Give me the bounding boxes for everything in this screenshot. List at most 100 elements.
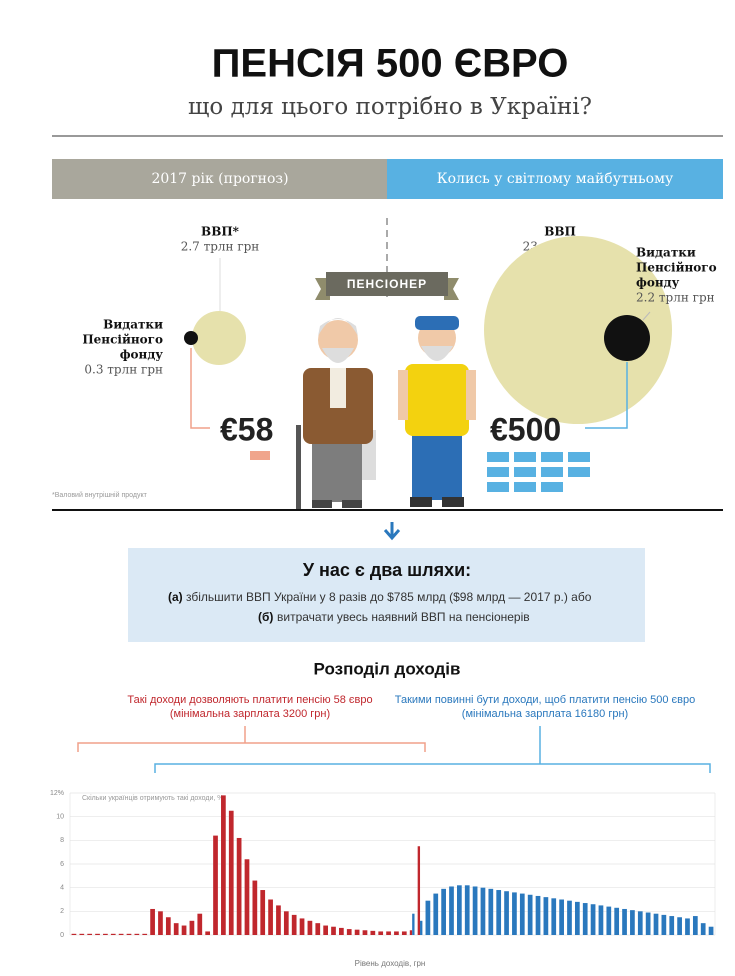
bar xyxy=(473,886,478,935)
bar xyxy=(363,930,368,935)
bar xyxy=(606,907,611,935)
y-tick-label: 4 xyxy=(60,885,64,892)
bar xyxy=(355,930,360,935)
paths-title: У нас є два шляхи: xyxy=(303,560,471,580)
fund-value: 2.2 трлн грн xyxy=(636,291,715,305)
bar xyxy=(630,910,635,935)
bar xyxy=(551,898,556,935)
bar xyxy=(229,811,234,935)
y-tick-label: 10 xyxy=(56,814,64,821)
bar xyxy=(583,903,588,935)
option-marker: (б) xyxy=(258,610,273,624)
bar xyxy=(575,902,580,935)
x-axis-label: Рівень доходів, грн xyxy=(355,959,426,968)
bar xyxy=(284,911,289,935)
bar xyxy=(402,931,407,935)
bar xyxy=(662,915,667,935)
bar xyxy=(420,921,422,935)
bar xyxy=(614,908,619,935)
y-tick-label: 2 xyxy=(60,908,64,915)
bar xyxy=(268,900,273,936)
bar xyxy=(252,881,257,935)
pension: €500 xyxy=(490,411,561,447)
bar xyxy=(512,892,517,935)
fund-circle xyxy=(184,331,198,345)
bar xyxy=(378,931,383,935)
bar xyxy=(654,914,659,935)
left-note: (мінімальна зарплата 3200 грн) xyxy=(170,708,330,720)
distribution-title: Розподіл доходів xyxy=(314,659,461,678)
bar xyxy=(599,905,604,935)
right-note: (мінімальна зарплата 16180 грн) xyxy=(462,708,628,720)
bar xyxy=(331,927,336,935)
badge-label: ПЕНСІОНЕР xyxy=(347,277,427,291)
bar xyxy=(347,929,352,935)
bar xyxy=(182,926,187,935)
bar xyxy=(237,838,242,935)
fund-circle xyxy=(604,315,650,361)
bar xyxy=(166,917,171,935)
bar xyxy=(103,934,108,935)
option-marker: (а) xyxy=(168,590,183,604)
bar xyxy=(315,923,320,935)
y-tick-label: 6 xyxy=(60,861,64,868)
bar xyxy=(197,914,202,935)
y-tick-label: 8 xyxy=(60,837,64,844)
bar xyxy=(591,904,596,935)
bar xyxy=(158,911,163,935)
bar xyxy=(386,931,391,935)
fund-label: Видатки xyxy=(103,318,163,332)
bar xyxy=(260,890,265,935)
bar xyxy=(213,836,218,935)
fund-value: 0.3 трлн грн xyxy=(84,363,163,377)
bar xyxy=(433,894,438,935)
bar xyxy=(567,901,572,935)
bar xyxy=(142,934,147,935)
money-block xyxy=(250,451,270,460)
fund-label: фонду xyxy=(120,348,164,362)
gdp-circle xyxy=(192,311,246,365)
left-note: Такі доходи дозволяють платити пенсію 58… xyxy=(127,694,372,706)
bar xyxy=(174,923,179,935)
left-tab-label: 2017 рік (прогноз) xyxy=(151,171,288,187)
gdp-value: 2.7 трлн грн xyxy=(181,240,260,254)
y-tick-label: 12% xyxy=(50,790,64,797)
bar xyxy=(339,928,344,935)
bar xyxy=(221,795,226,935)
y-axis-label: Скільки українців отримують такі доходи,… xyxy=(82,794,224,802)
bar xyxy=(72,934,77,935)
bar xyxy=(457,885,462,935)
pension: €58 xyxy=(220,411,273,447)
down-arrow xyxy=(385,522,399,538)
bar xyxy=(449,886,454,935)
option-text: витрачати увесь наявний ВВП на пенсіонер… xyxy=(277,610,530,624)
footnote: *Валовий внутрішній продукт xyxy=(52,491,148,499)
bar xyxy=(418,846,420,935)
y-tick-label: 0 xyxy=(60,932,64,939)
bar xyxy=(412,914,414,935)
option-text: збільшити ВВП України у 8 разів до $785 … xyxy=(186,590,592,604)
infographic: ПЕНСІЯ 500 ЄВРО що для цього потрібно в … xyxy=(0,0,735,976)
bar xyxy=(394,931,399,935)
fund-label: Пенсійного xyxy=(82,333,163,347)
bar xyxy=(504,891,509,935)
bar xyxy=(488,889,493,935)
bar xyxy=(135,934,140,935)
bar xyxy=(300,918,305,935)
bar xyxy=(410,930,412,935)
bar xyxy=(496,890,501,935)
bar xyxy=(245,859,250,935)
bar xyxy=(111,934,116,935)
bracket xyxy=(155,726,710,773)
bar xyxy=(693,916,698,935)
bar xyxy=(465,885,470,935)
bar xyxy=(481,888,486,935)
fund-label: фонду xyxy=(636,276,680,290)
bar xyxy=(685,918,690,935)
title: ПЕНСІЯ 500 ЄВРО xyxy=(212,42,569,86)
bar xyxy=(638,911,643,935)
bar xyxy=(205,931,210,935)
right-note: Такими повинні бути доходи, щоб платити … xyxy=(395,694,696,706)
bar xyxy=(150,909,155,935)
fund-label: Пенсійного xyxy=(636,261,717,275)
